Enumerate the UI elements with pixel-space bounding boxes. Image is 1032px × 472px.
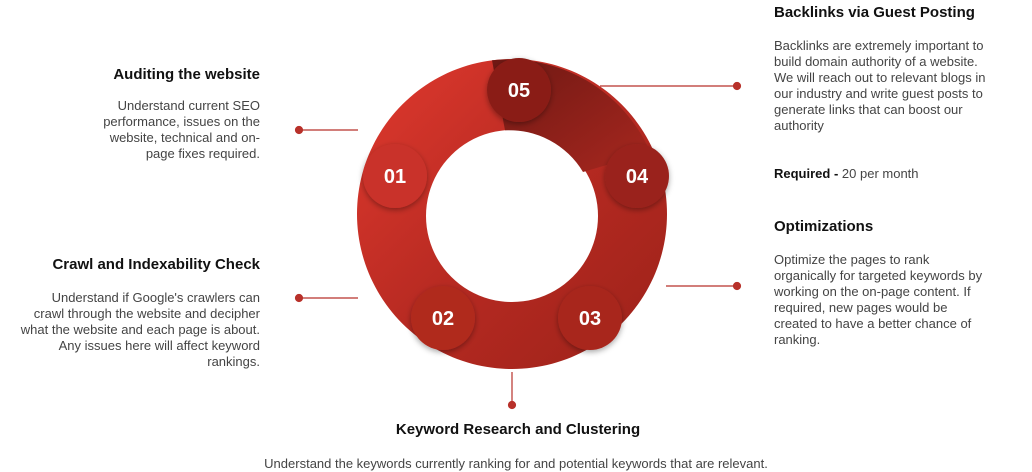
step-05-title: Backlinks via Guest Posting <box>774 4 975 21</box>
step-number-03: 03 <box>579 308 601 330</box>
step-02-description: Understand if Google's crawlers can craw… <box>20 290 260 369</box>
step-bubble-04: 04 <box>605 144 669 208</box>
required-label: Required - <box>774 166 839 181</box>
step-number-02: 02 <box>432 308 454 330</box>
step-05-description: Backlinks are extremely important to bui… <box>774 38 986 133</box>
step-bubble-02: 02 <box>411 286 475 350</box>
step-02-title: Crawl and Indexability Check <box>52 256 260 273</box>
required-value: 20 per month <box>841 166 919 181</box>
step-03-title: Keyword Research and Clustering <box>395 421 641 438</box>
step-bubble-05: 05 <box>487 58 551 122</box>
step-01-description: Understand current SEO performance, issu… <box>103 98 260 161</box>
step-05-required: Required - 20 per month <box>774 166 1014 182</box>
step-03-description: Understand the keywords currently rankin… <box>264 456 768 471</box>
connector-lines <box>294 81 742 410</box>
step-01-title: Auditing the website <box>113 66 260 83</box>
step-number-04: 04 <box>626 166 649 188</box>
step-04-title: Optimizations <box>774 218 874 235</box>
step-bubble-01: 01 <box>363 144 427 208</box>
step-04-description: Optimize the pages to rank organically f… <box>774 252 983 347</box>
step-number-05: 05 <box>508 80 530 102</box>
step-number-01: 01 <box>384 166 406 188</box>
step-bubble-03: 03 <box>558 286 622 350</box>
